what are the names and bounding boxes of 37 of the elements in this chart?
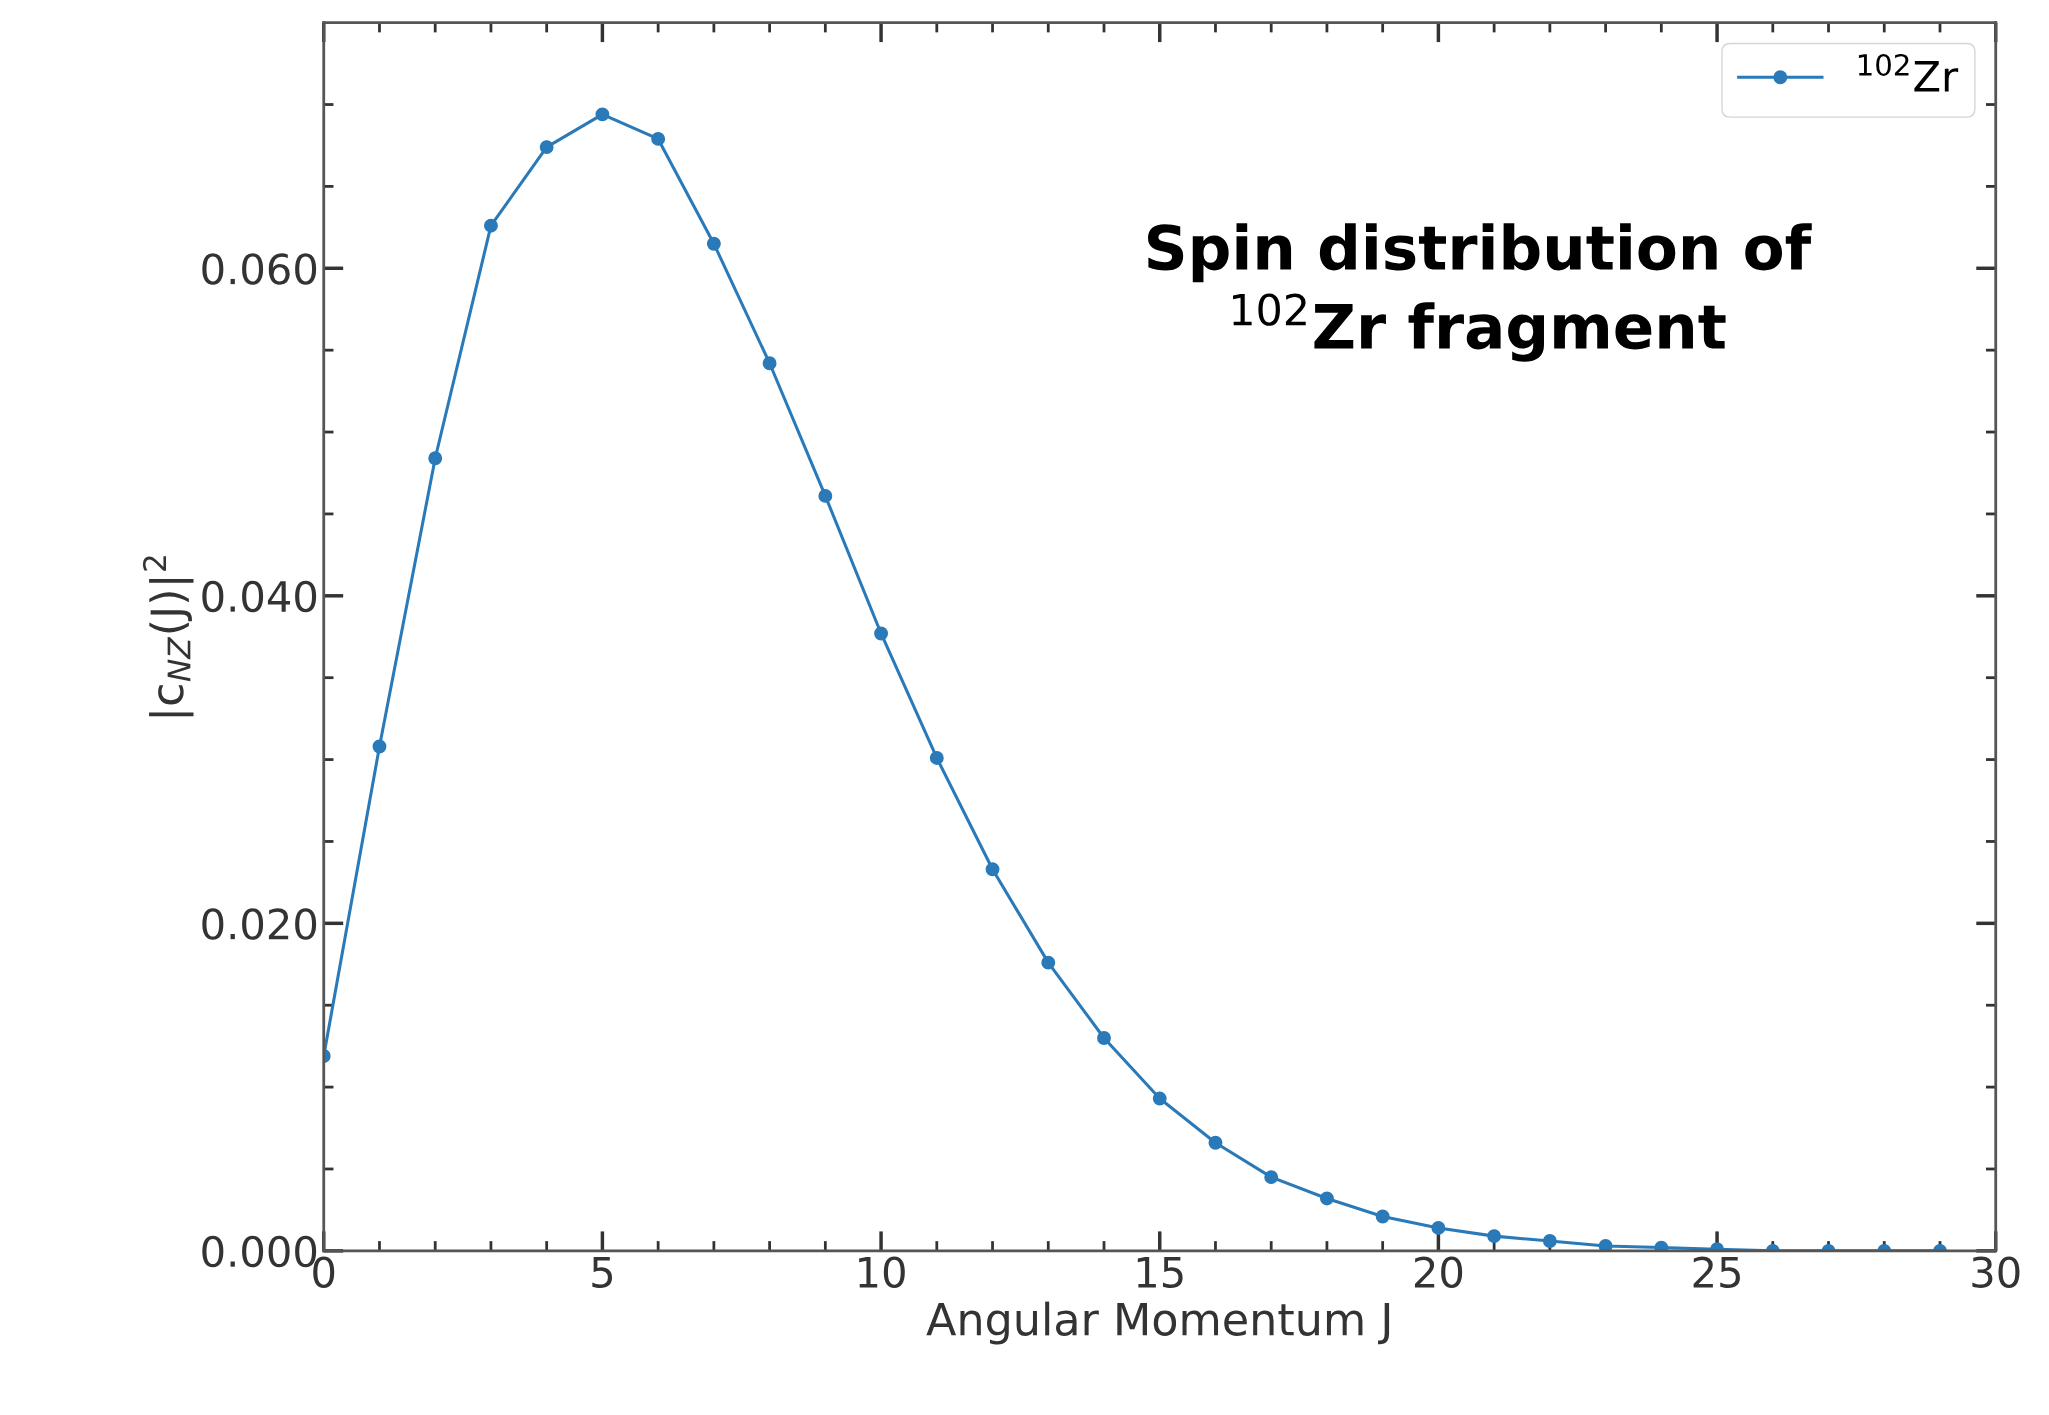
y-tick-label: 0.040 xyxy=(202,580,317,613)
y-axis-title: |c$_{NZ}$(J)|$^{2}$ xyxy=(142,556,194,717)
legend-label: $^{102}$Zr xyxy=(1858,53,1959,92)
x-tick-label: 25 xyxy=(1693,1256,1740,1288)
point xyxy=(595,107,610,122)
point xyxy=(1654,1240,1669,1251)
point xyxy=(818,488,833,503)
point xyxy=(539,140,554,155)
x-tick-label: 20 xyxy=(1414,1256,1463,1288)
point xyxy=(1431,1220,1446,1235)
point xyxy=(372,739,387,754)
x-tick-label: 5 xyxy=(592,1257,613,1288)
point xyxy=(874,626,889,641)
point xyxy=(1264,1170,1279,1185)
x-tick-label: 15 xyxy=(1137,1257,1183,1288)
point xyxy=(762,356,777,371)
annotation: Spin distribution of $^{102}$Zr fragment xyxy=(1148,223,1812,362)
point xyxy=(1375,1209,1390,1224)
y-tick-label: 0.060 xyxy=(202,253,317,285)
point xyxy=(929,750,944,765)
point xyxy=(1319,1191,1334,1206)
x-tick-label: 30 xyxy=(1972,1256,2020,1288)
point xyxy=(1097,1031,1111,1045)
point xyxy=(706,236,721,251)
point xyxy=(483,218,498,233)
point xyxy=(1152,1091,1167,1106)
point xyxy=(651,131,666,146)
point xyxy=(428,451,443,466)
x-axis-title: Angular Momentum J xyxy=(926,1301,1390,1345)
point xyxy=(1041,955,1056,970)
point xyxy=(1598,1239,1613,1251)
point xyxy=(1542,1234,1557,1248)
point xyxy=(1487,1229,1502,1244)
point xyxy=(1208,1135,1223,1150)
point xyxy=(985,862,1000,877)
x-tick-label: 10 xyxy=(859,1256,905,1288)
y-tick-label: 0.020 xyxy=(202,908,317,940)
